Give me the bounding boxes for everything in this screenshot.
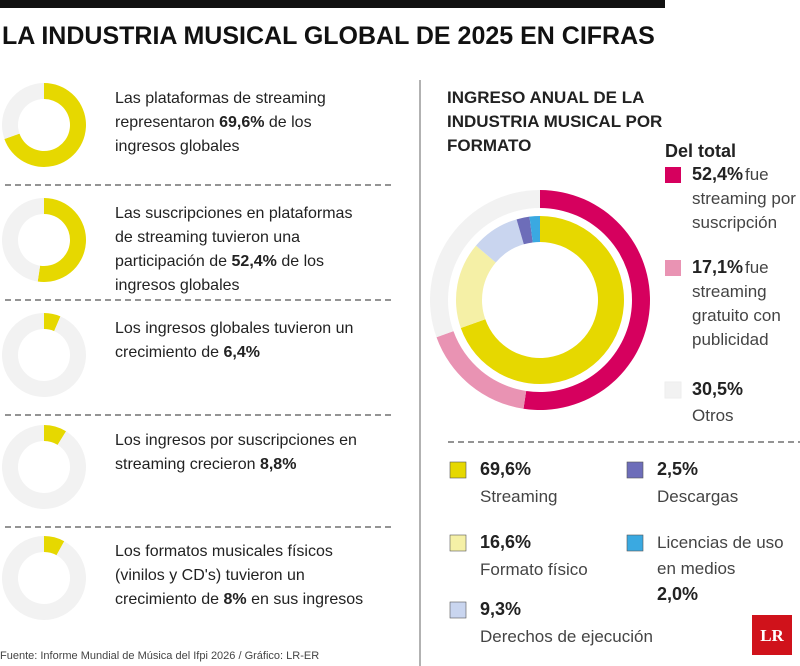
fact-text: Los ingresos globales tuvieron un crecimi… — [115, 320, 353, 361]
fact-text-part: participación de — [115, 253, 227, 270]
fact-text-part: crecimiento de — [115, 591, 219, 608]
chart-title: INGRESO ANUAL DE LA INDUSTRIA MUSICAL POR… — [447, 88, 662, 155]
legend-label: Otros — [692, 406, 734, 425]
arc — [1, 83, 45, 139]
logo-box — [752, 615, 792, 655]
fact: Los ingresos globales tuvieron un crecimi… — [115, 320, 353, 361]
legend-swatch — [449, 534, 467, 552]
legend-swatch — [626, 461, 644, 479]
legend-value: 30,5% — [692, 379, 743, 399]
legend-label: fue streaming por suscripción — [692, 165, 796, 232]
legend-label: Formato físico — [480, 560, 588, 579]
page-title: LA INDUSTRIA MUSICAL GLOBAL DE 2025 EN C… — [2, 22, 655, 50]
fact-text-part: crecimiento de — [115, 344, 219, 361]
legend-swatch — [665, 260, 681, 276]
arc — [456, 245, 496, 328]
legend-value: 69,6% — [480, 459, 531, 479]
arc — [44, 425, 67, 445]
arc — [2, 425, 87, 509]
fact-text: Los ingresos por suscripciones en streami… — [115, 432, 357, 473]
fact-text-part: Las plataformas de streaming — [115, 90, 326, 107]
top-bar — [0, 0, 665, 8]
legend-value: 2,5% — [657, 459, 698, 479]
fact-text-part: representaron — [115, 114, 215, 131]
legend-swatch — [665, 167, 681, 183]
source: Fuente: Informe Mundial de Música del If… — [0, 650, 319, 662]
fact-text-part: de los — [277, 253, 324, 270]
arc — [460, 216, 624, 385]
legend-title: Del total — [665, 141, 736, 161]
legend-label: Derechos de ejecución — [480, 627, 653, 646]
fact-text-part: ingresos globales — [115, 138, 240, 155]
fact-text-part: Las suscripciones en plataformas — [115, 205, 352, 222]
legend-value: 52,4% — [692, 164, 743, 184]
fact-text-part: en sus ingresos — [247, 591, 364, 608]
arc — [37, 198, 87, 282]
fact-text-part: ingresos globales — [115, 277, 240, 294]
fact-text-part: Los ingresos globales tuvieron un — [115, 320, 353, 337]
legend-value: 17,1% — [692, 257, 743, 277]
legend-label: fue streaming gratuito con publicidad — [692, 258, 781, 349]
fact-text: Las suscripciones en plataformas de strea… — [115, 205, 352, 294]
legend-label: Licencias de uso en medios — [657, 533, 784, 578]
fact-text-part: Los formatos musicales físicos — [115, 543, 333, 560]
legend-swatch — [449, 601, 467, 619]
fact-value: 6,4% — [219, 344, 260, 361]
arc — [1, 536, 87, 621]
legend-label: Descargas — [657, 487, 738, 506]
fact: Las plataformas de streaming representaro… — [115, 90, 326, 155]
arc — [44, 536, 65, 556]
legend-value: 9,3% — [480, 599, 521, 619]
arc — [2, 313, 87, 397]
fact-value: 8,8% — [256, 456, 297, 473]
fact-value: 8% — [219, 591, 247, 608]
arc — [429, 190, 540, 338]
fact-text-part: streaming crecieron — [115, 456, 256, 473]
fact: Los ingresos por suscripciones en streami… — [115, 432, 357, 473]
legend-value: 16,6% — [480, 532, 531, 552]
legend-swatch — [664, 381, 682, 399]
arc — [475, 219, 524, 263]
fact-text-part: Los ingresos por suscripciones en — [115, 432, 357, 449]
arc — [529, 216, 540, 243]
legend-swatch — [449, 461, 467, 479]
fact-text: Los formatos musicales físicos (vinilos y… — [115, 543, 363, 608]
arc — [523, 190, 651, 411]
fact: Los formatos musicales físicos (vinilos y… — [115, 543, 363, 608]
fact: Las suscripciones en plataformas de strea… — [115, 205, 352, 294]
arc — [2, 198, 45, 282]
fact-text-part: (vinilos y CD's) tuvieron un — [115, 567, 305, 584]
legend-label: Streaming — [480, 487, 557, 506]
legend-value: 2,0% — [657, 584, 698, 604]
arc — [436, 331, 527, 409]
fact-text: Las plataformas de streaming representaro… — [115, 90, 326, 155]
arc — [44, 313, 61, 332]
fact-value: 69,6% — [215, 114, 265, 131]
arc — [4, 83, 87, 167]
fact-text-part: de los — [264, 114, 311, 131]
arc — [516, 216, 533, 245]
fact-value: 52,4% — [227, 253, 277, 270]
logo: LR — [760, 626, 784, 645]
fact-text-part: de streaming tuvieron una — [115, 229, 300, 246]
legend-swatch — [626, 534, 644, 552]
